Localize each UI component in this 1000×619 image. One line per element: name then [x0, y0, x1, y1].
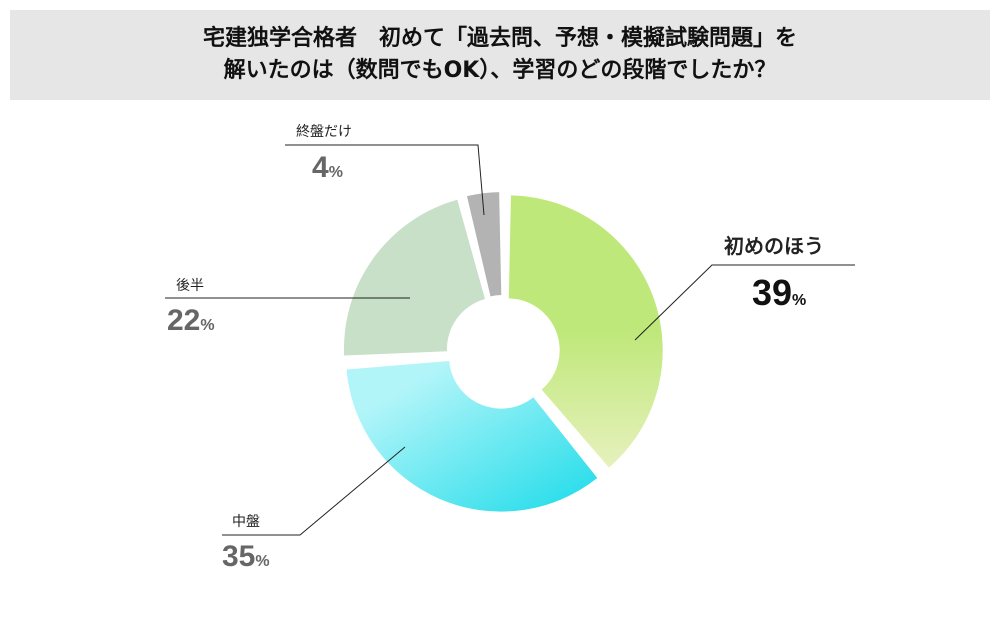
- leader-line-chuban: [222, 446, 406, 536]
- label-shuban: 終盤だけ: [296, 124, 352, 140]
- label-chuban: 中盤: [232, 514, 260, 530]
- slice-chuban: [346, 360, 598, 512]
- value-number: 35: [222, 540, 256, 573]
- title-line-2: 解いたのは（数問でもOK）、学習のどの段階でしたか？: [223, 58, 777, 83]
- slice-shuban: [466, 192, 502, 297]
- value-kohan: 22%: [167, 304, 215, 338]
- unit: %: [200, 317, 215, 334]
- leader-line-shuban: [285, 144, 485, 216]
- unit: %: [792, 292, 807, 309]
- title-line-1: 宅建独学合格者 初めて「過去問、予想・模擬試験問題」を: [202, 26, 797, 51]
- unit: %: [328, 164, 343, 181]
- value-number: 4: [312, 151, 329, 184]
- label-kohan: 後半: [176, 278, 204, 294]
- value-number: 39: [752, 272, 793, 313]
- value-number: 22: [167, 304, 201, 337]
- unit: %: [255, 553, 270, 570]
- chart-title: 宅建独学合格者 初めて「過去問、予想・模擬試験問題」を 解いたのは（数問でもOK…: [10, 10, 990, 100]
- value-shuban: 4%: [312, 151, 343, 185]
- slice-kohan: [343, 199, 485, 356]
- leader-line-shoki: [634, 264, 855, 341]
- value-shoki: 39%: [752, 272, 806, 314]
- value-chuban: 35%: [222, 540, 270, 574]
- slice-shoki: [508, 195, 663, 468]
- label-shoki: 初めのほう: [724, 234, 824, 258]
